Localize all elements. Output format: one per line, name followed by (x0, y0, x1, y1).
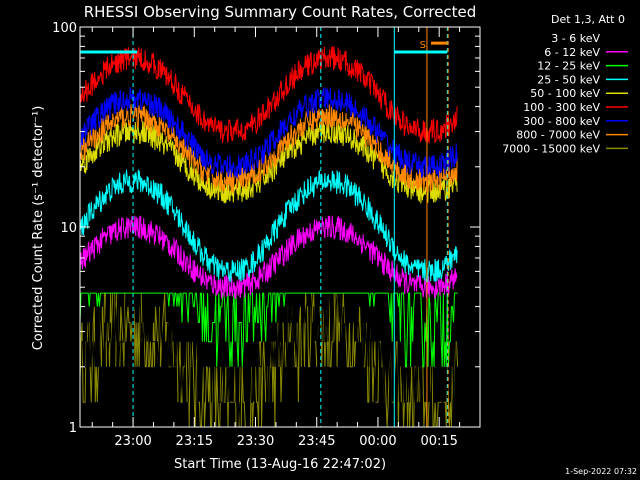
x-tick-label: 23:30 (237, 434, 274, 449)
y-tick-label: 10 (60, 221, 77, 236)
legend-entry-label: 25 - 50 keV (537, 73, 600, 86)
series-line (79, 46, 458, 144)
x-tick-label: 00:00 (359, 434, 396, 449)
flag-label: S (420, 40, 426, 51)
axes: 1 10 100 23:00 23:15 23:30 23:45 00:00 00:15 (52, 21, 481, 449)
legend-entry-label: 12 - 25 keV (537, 60, 600, 73)
legend-entry-label: 6 - 12 keV (544, 46, 600, 59)
legend-entry-label: 50 - 100 keV (530, 87, 600, 100)
x-axis-label: Start Time (13-Aug-16 22:47:02) (174, 457, 386, 472)
plot-area: S (79, 27, 459, 428)
x-tick-label: 00:15 (420, 434, 457, 449)
x-tick-label: 23:00 (114, 434, 151, 449)
x-tick-label: 23:45 (298, 434, 335, 449)
legend-entry-label: 100 - 300 keV (523, 101, 600, 114)
chart-title: RHESSI Observing Summary Count Rates, Co… (84, 3, 477, 21)
legend-entry-label: 3 - 6 keV (551, 32, 600, 45)
legend-entry-label: 800 - 7000 keV (516, 129, 600, 142)
y-tick-label: 1 (69, 421, 77, 436)
legend-title: Det 1,3, Att 0 (551, 13, 625, 26)
timestamp: 1-Sep-2022 07:32 (565, 467, 637, 476)
legend-entry-label: 7000 - 15000 keV (502, 142, 600, 155)
legend-entry-label: 300 - 800 keV (523, 115, 600, 128)
y-axis-label: Corrected Count Rate (s⁻¹ detector⁻¹) (31, 106, 46, 351)
x-tick-label: 23:15 (176, 434, 213, 449)
y-tick-label: 100 (52, 21, 77, 36)
